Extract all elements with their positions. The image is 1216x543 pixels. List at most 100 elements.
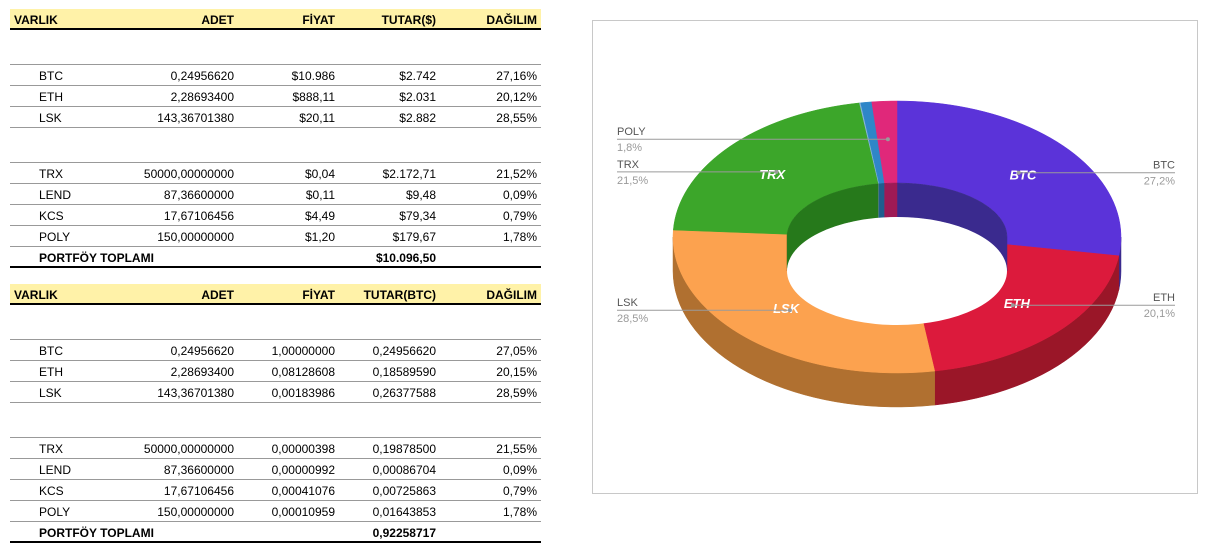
total-value: $10.096,50 (376, 251, 436, 265)
asset-name: TRX (39, 442, 63, 456)
header-fiyat: FİYAT (302, 13, 335, 27)
asset-share: 27,16% (496, 69, 537, 83)
slice-label-btc: BTC (1010, 168, 1037, 183)
legend-label-lsk: LSK (617, 297, 638, 309)
asset-price: $0,11 (306, 188, 335, 202)
header-dagilim: DAĞILIM (486, 288, 537, 302)
slice-inner-wall-kcs (879, 183, 884, 217)
portfolio-total-row: PORTFÖY TOPLAMI$10.096,50 (10, 247, 541, 268)
asset-share: 28,59% (496, 386, 537, 400)
asset-price: $10.986 (292, 69, 335, 83)
callout-dot (775, 170, 779, 174)
header-adet: ADET (201, 288, 234, 302)
asset-price: $4,49 (305, 209, 335, 223)
asset-total: 0,01643853 (373, 505, 436, 519)
asset-name: POLY (39, 230, 70, 244)
asset-amount: 143,36701380 (157, 111, 234, 125)
legend-label-poly: POLY (617, 126, 646, 138)
asset-share: 20,12% (496, 90, 537, 104)
asset-total: 0,19878500 (373, 442, 436, 456)
header-dagilim: DAĞILIM (486, 13, 537, 27)
asset-amount: 2,28693400 (171, 90, 234, 104)
spacer-row (10, 319, 541, 340)
asset-share: 0,09% (503, 188, 537, 202)
asset-total: $79,34 (399, 209, 436, 223)
legend-label-eth: ETH (1153, 292, 1175, 304)
legend-pct-btc: 27,2% (1144, 176, 1175, 188)
total-label: PORTFÖY TOPLAMI (39, 526, 154, 540)
asset-amount: 50000,00000000 (144, 442, 234, 456)
asset-price: $0,04 (305, 167, 335, 181)
header-adet: ADET (201, 13, 234, 27)
legend-pct-eth: 20,1% (1144, 308, 1175, 320)
asset-total: $2.742 (399, 69, 436, 83)
asset-total: 0,18589590 (373, 365, 436, 379)
asset-price: $888,11 (293, 90, 336, 104)
spacer-row (10, 417, 541, 438)
asset-amount: 150,00000000 (157, 505, 234, 519)
gap (10, 30, 541, 44)
spacer-row (10, 142, 541, 163)
asset-name: KCS (39, 484, 64, 498)
legend-label-trx: TRX (617, 159, 640, 171)
total-value: 0,92258717 (373, 526, 436, 540)
asset-share: 20,15% (496, 365, 537, 379)
asset-name: LSK (39, 111, 62, 125)
asset-name: BTC (39, 344, 63, 358)
callout-dot (788, 308, 792, 312)
asset-amount: 150,00000000 (157, 230, 234, 244)
asset-amount: 2,28693400 (171, 365, 234, 379)
asset-price: $1,20 (305, 230, 335, 244)
donut-chart-svg: BTCETHLSKTRXBTC27,2%ETH20,1%LSK28,5%TRX2… (593, 21, 1197, 493)
asset-price: 0,00183986 (272, 386, 335, 400)
asset-total: $9,48 (406, 188, 436, 202)
asset-price: 1,00000000 (272, 344, 335, 358)
asset-price: 0,00000398 (272, 442, 335, 456)
asset-name: ETH (39, 365, 63, 379)
slice-label-eth: ETH (1004, 296, 1031, 311)
asset-total: 0,24956620 (373, 344, 436, 358)
legend-label-btc: BTC (1153, 160, 1175, 172)
asset-share: 0,79% (503, 209, 537, 223)
asset-share: 28,55% (496, 111, 537, 125)
callout-dot (1017, 171, 1021, 175)
asset-name: ETH (39, 90, 63, 104)
asset-name: LEND (39, 188, 71, 202)
asset-total: $2.172,71 (383, 167, 436, 181)
asset-amount: 87,36600000 (164, 463, 234, 477)
asset-share: 1,78% (503, 230, 537, 244)
asset-amount: 50000,00000000 (144, 167, 234, 181)
asset-total: $2.882 (399, 111, 436, 125)
gap (10, 128, 541, 142)
asset-name: BTC (39, 69, 63, 83)
asset-share: 0,79% (503, 484, 537, 498)
header-fiyat: FİYAT (302, 288, 335, 302)
asset-amount: 0,24956620 (171, 344, 234, 358)
table-row: ETH 2,28693400 0,08128608 0,18589590 20,15% (10, 361, 541, 382)
slice-label-trx: TRX (759, 167, 786, 182)
asset-name: LEND (39, 463, 71, 477)
legend-pct-poly: 1,8% (617, 142, 642, 154)
asset-name: TRX (39, 167, 63, 181)
asset-share: 1,78% (503, 505, 537, 519)
header-tutar: TUTAR(BTC) (364, 288, 436, 302)
asset-price: 0,08128608 (272, 365, 335, 379)
slice-inner-wall-poly (885, 183, 897, 217)
legend-pct-trx: 21,5% (617, 175, 648, 187)
asset-name: POLY (39, 505, 70, 519)
asset-name: LSK (39, 386, 62, 400)
